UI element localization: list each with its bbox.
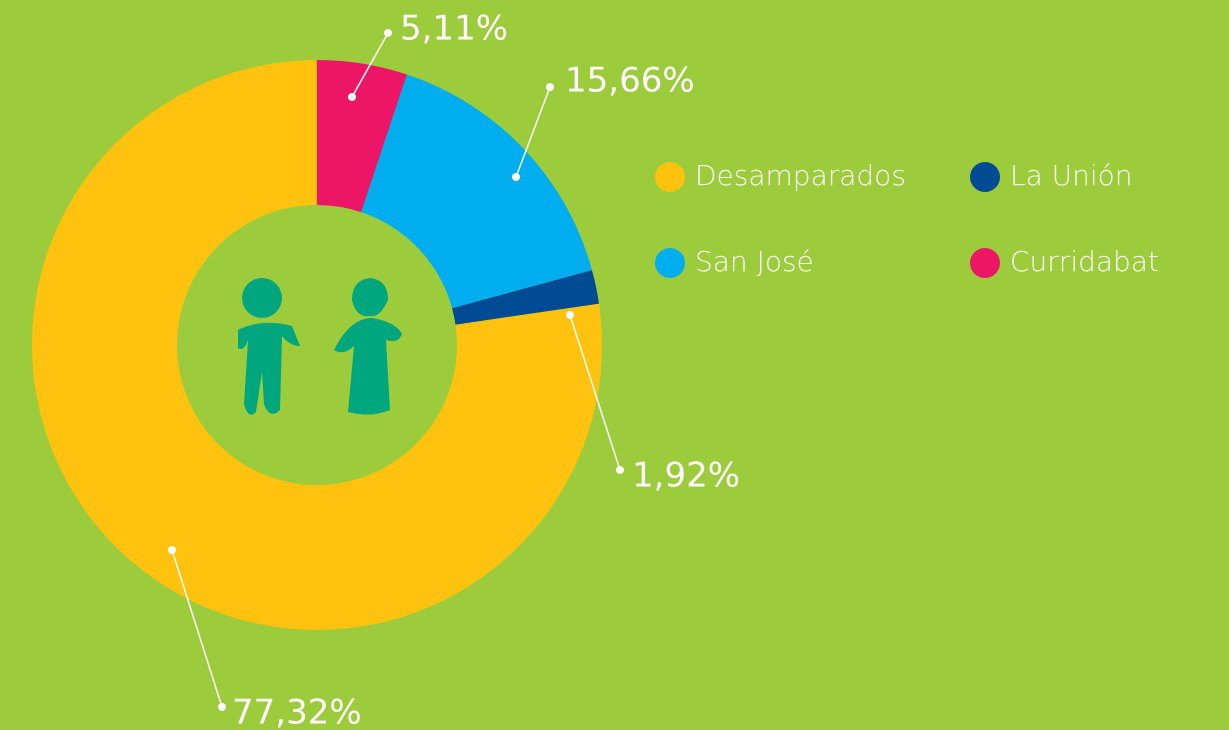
leader-dot xyxy=(348,93,356,101)
leader-line xyxy=(351,32,389,98)
slice xyxy=(452,270,599,325)
leader-line xyxy=(569,314,621,471)
legend-label: Curridabat xyxy=(1010,245,1159,278)
legend-label: San José xyxy=(695,245,814,278)
leader-dot xyxy=(616,466,624,474)
labels: 5,11% 15,66% 1,92% 77,32% xyxy=(168,9,740,730)
leader-dot xyxy=(168,546,176,554)
slice xyxy=(317,60,407,213)
center-icon xyxy=(238,278,402,415)
legend-label: Desamparados xyxy=(695,159,906,192)
leader-dot xyxy=(218,703,226,711)
value-label: 15,66% xyxy=(565,61,695,101)
value-label: 77,32% xyxy=(232,693,362,730)
leader-dot xyxy=(546,83,554,91)
leader-line xyxy=(515,86,551,178)
legend-swatch xyxy=(655,162,685,192)
leader-dot xyxy=(384,29,392,37)
slices xyxy=(32,60,603,630)
slice xyxy=(32,60,603,630)
slice xyxy=(361,74,592,309)
legend-swatch xyxy=(655,248,685,278)
legend-swatch xyxy=(970,162,1000,192)
leader-line xyxy=(171,549,223,708)
value-label: 5,11% xyxy=(400,9,508,49)
legend: Curridabat San José La Unión Desamparados xyxy=(655,159,1159,278)
legend-swatch xyxy=(970,248,1000,278)
legend-label: La Unión xyxy=(1010,159,1133,192)
leader-dot xyxy=(566,311,574,319)
leader-dot xyxy=(512,173,520,181)
value-label: 1,92% xyxy=(632,456,740,496)
